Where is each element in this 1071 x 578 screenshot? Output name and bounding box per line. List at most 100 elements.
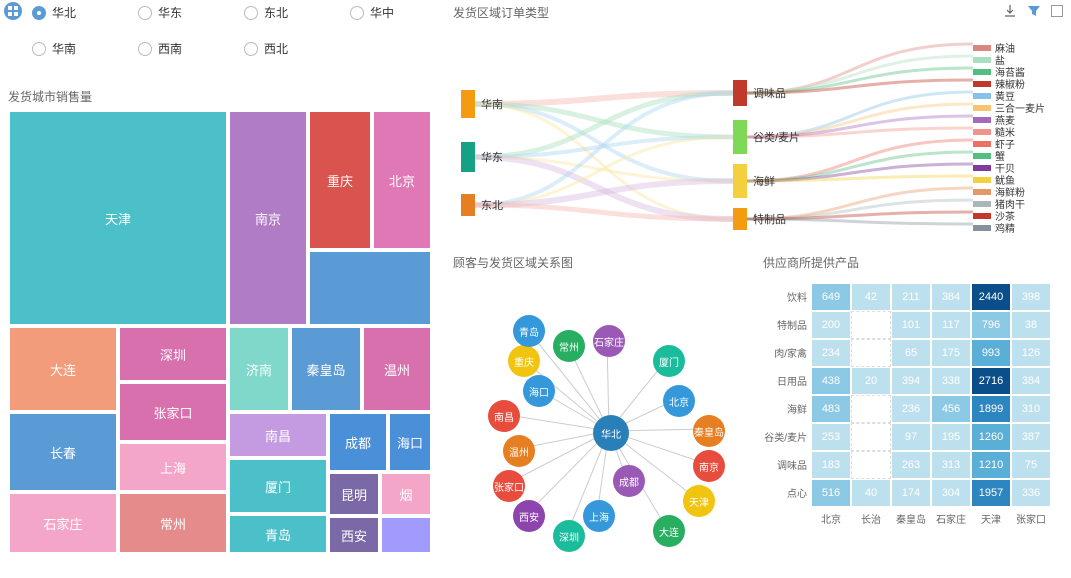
- heatmap-cell[interactable]: 263: [891, 451, 931, 479]
- network-node[interactable]: 上海: [583, 500, 615, 532]
- heatmap-cell[interactable]: 1899: [971, 395, 1011, 423]
- treemap-cell[interactable]: 北京: [372, 110, 432, 250]
- expand-icon[interactable]: [1051, 5, 1063, 17]
- heatmap-cell[interactable]: 394: [891, 367, 931, 395]
- heatmap-cell[interactable]: 483: [811, 395, 851, 423]
- heatmap-cell[interactable]: 195: [931, 423, 971, 451]
- heatmap-cell[interactable]: [851, 395, 891, 423]
- region-radio[interactable]: 华中: [350, 4, 456, 21]
- heatmap-cell[interactable]: 1260: [971, 423, 1011, 451]
- region-radio[interactable]: 西北: [244, 40, 350, 57]
- treemap-cell[interactable]: 南昌: [228, 412, 328, 458]
- treemap-cell[interactable]: 济南: [228, 326, 290, 412]
- heatmap-cell[interactable]: 200: [811, 311, 851, 339]
- heatmap-cell[interactable]: 387: [1011, 423, 1051, 451]
- network-node[interactable]: 南昌: [488, 400, 520, 432]
- sankey-leaf[interactable]: 鸡精: [973, 220, 1015, 235]
- network-node[interactable]: 厦门: [653, 345, 685, 377]
- heatmap-cell[interactable]: 175: [931, 339, 971, 367]
- network-node[interactable]: 成都: [613, 465, 645, 497]
- heatmap-cell[interactable]: 456: [931, 395, 971, 423]
- heatmap-cell[interactable]: 38: [1011, 311, 1051, 339]
- network-node[interactable]: 南京: [693, 450, 725, 482]
- heatmap-cell[interactable]: [851, 423, 891, 451]
- network-node[interactable]: 海口: [523, 375, 555, 407]
- network-node[interactable]: 大连: [653, 515, 685, 547]
- network-node[interactable]: 常州: [553, 330, 585, 362]
- heatmap-cell[interactable]: 993: [971, 339, 1011, 367]
- sankey-mid-node[interactable]: 谷类/麦片: [733, 120, 800, 154]
- heatmap-cell[interactable]: [851, 451, 891, 479]
- network-node[interactable]: 深圳: [553, 520, 585, 552]
- treemap-cell[interactable]: 天津: [8, 110, 228, 326]
- sankey-chart[interactable]: 华南华东东北调味品谷类/麦片海鲜特制品麻油盐海苔酱辣椒粉黄豆三合一麦片燕麦糙米虾…: [453, 24, 1063, 240]
- heatmap-cell[interactable]: 796: [971, 311, 1011, 339]
- treemap-cell[interactable]: 温州: [362, 326, 432, 412]
- heatmap-cell[interactable]: 236: [891, 395, 931, 423]
- treemap-cell[interactable]: 南京: [228, 110, 308, 326]
- heatmap-cell[interactable]: 20: [851, 367, 891, 395]
- heatmap-cell[interactable]: 183: [811, 451, 851, 479]
- sankey-mid-node[interactable]: 特制品: [733, 208, 786, 230]
- treemap-cell[interactable]: 深圳: [118, 326, 228, 382]
- treemap-cell[interactable]: [380, 516, 432, 554]
- heatmap-cell[interactable]: 313: [931, 451, 971, 479]
- heatmap-cell[interactable]: 516: [811, 479, 851, 507]
- heatmap-cell[interactable]: 75: [1011, 451, 1051, 479]
- network-node[interactable]: 重庆: [508, 345, 540, 377]
- treemap-cell[interactable]: 上海: [118, 442, 228, 492]
- treemap-cell[interactable]: 秦皇岛: [290, 326, 362, 412]
- download-icon[interactable]: [1003, 4, 1017, 18]
- heatmap-cell[interactable]: 40: [851, 479, 891, 507]
- heatmap-cell[interactable]: 1210: [971, 451, 1011, 479]
- treemap-cell[interactable]: 厦门: [228, 458, 328, 514]
- heatmap-cell[interactable]: 338: [931, 367, 971, 395]
- treemap-chart[interactable]: 天津南京重庆北京大连深圳济南秦皇岛温州长春张家口上海南昌成都海口石家庄常州厦门青…: [8, 110, 432, 554]
- heatmap-cell[interactable]: 174: [891, 479, 931, 507]
- heatmap-cell[interactable]: 1957: [971, 479, 1011, 507]
- grid-view-icon[interactable]: [4, 2, 22, 20]
- treemap-cell[interactable]: 成都: [328, 412, 388, 472]
- sankey-source-node[interactable]: 华东: [461, 142, 503, 172]
- heatmap-cell[interactable]: 126: [1011, 339, 1051, 367]
- heatmap-cell[interactable]: 234: [811, 339, 851, 367]
- region-radio[interactable]: 西南: [138, 40, 244, 57]
- filter-icon[interactable]: [1027, 4, 1041, 18]
- network-node[interactable]: 天津: [683, 485, 715, 517]
- region-radio[interactable]: 华东: [138, 4, 244, 21]
- heatmap-cell[interactable]: 2440: [971, 283, 1011, 311]
- heatmap-cell[interactable]: 649: [811, 283, 851, 311]
- heatmap-cell[interactable]: 304: [931, 479, 971, 507]
- heatmap-cell[interactable]: 117: [931, 311, 971, 339]
- heatmap-cell[interactable]: 438: [811, 367, 851, 395]
- heatmap-cell[interactable]: 384: [1011, 367, 1051, 395]
- treemap-cell[interactable]: [308, 250, 432, 326]
- network-node[interactable]: 北京: [663, 385, 695, 417]
- network-node[interactable]: 西安: [513, 500, 545, 532]
- sankey-source-node[interactable]: 华南: [461, 90, 503, 118]
- heatmap-cell[interactable]: [851, 311, 891, 339]
- heatmap-chart[interactable]: 饮料649422113842440398特制品20010111779638肉/家…: [763, 275, 1063, 565]
- heatmap-cell[interactable]: 384: [931, 283, 971, 311]
- treemap-cell[interactable]: 大连: [8, 326, 118, 412]
- heatmap-cell[interactable]: 65: [891, 339, 931, 367]
- treemap-cell[interactable]: 常州: [118, 492, 228, 554]
- network-node[interactable]: 秦皇岛: [693, 415, 725, 447]
- network-center-node[interactable]: 华北: [593, 415, 629, 451]
- heatmap-cell[interactable]: 211: [891, 283, 931, 311]
- heatmap-cell[interactable]: 2716: [971, 367, 1011, 395]
- network-node[interactable]: 张家口: [493, 470, 525, 502]
- treemap-cell[interactable]: 青岛: [228, 514, 328, 554]
- treemap-cell[interactable]: 张家口: [118, 382, 228, 442]
- network-chart[interactable]: 华北石家庄厦门北京秦皇岛南京天津大连成都上海深圳西安张家口温州南昌海口重庆常州青…: [453, 275, 753, 565]
- treemap-cell[interactable]: 烟: [380, 472, 432, 516]
- network-node[interactable]: 温州: [503, 435, 535, 467]
- treemap-cell[interactable]: 西安: [328, 516, 380, 554]
- heatmap-cell[interactable]: 97: [891, 423, 931, 451]
- region-radio[interactable]: 华南: [32, 40, 138, 57]
- treemap-cell[interactable]: 海口: [388, 412, 432, 472]
- heatmap-cell[interactable]: 336: [1011, 479, 1051, 507]
- sankey-mid-node[interactable]: 海鲜: [733, 164, 775, 198]
- treemap-cell[interactable]: 石家庄: [8, 492, 118, 554]
- sankey-mid-node[interactable]: 调味品: [733, 80, 786, 106]
